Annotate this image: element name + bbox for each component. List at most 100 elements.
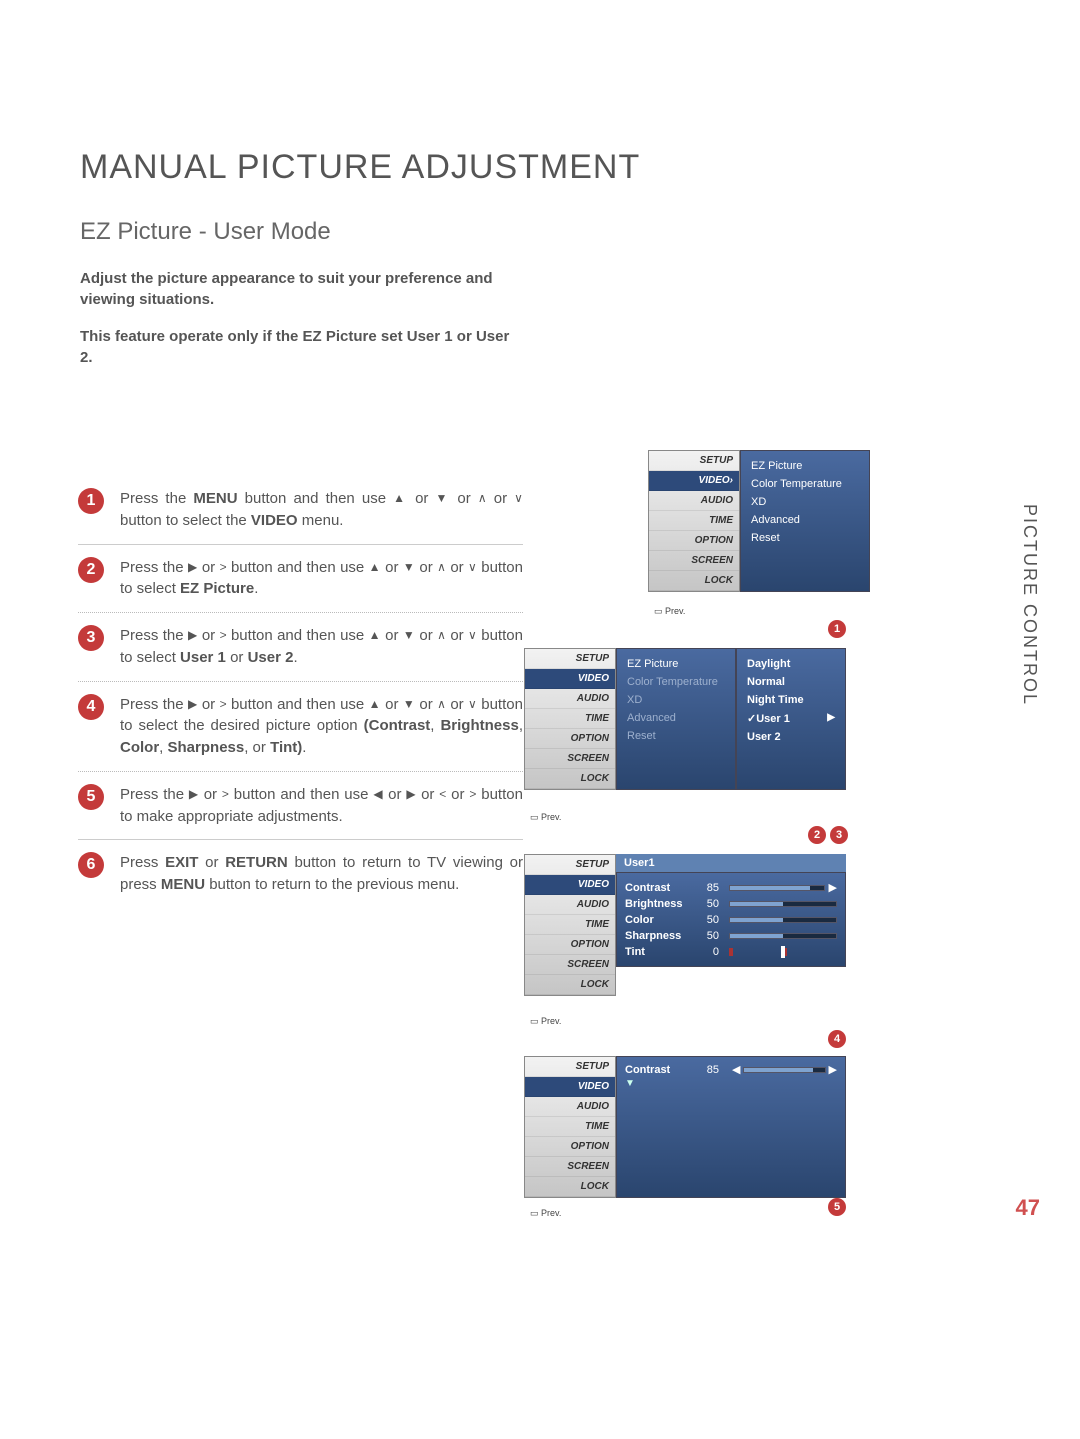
osd-panel: EZ Picture Color Temperature XD Advanced… [740, 450, 870, 592]
osd-menu-3: SETUP VIDEO AUDIO TIME OPTION SCREEN LOC… [524, 854, 846, 996]
osd-sidebar: SETUP VIDEO AUDIO TIME OPTION SCREEN LOC… [524, 854, 616, 996]
step-text: Press the ▶ or > button and then use ▲ o… [120, 694, 523, 759]
slider-value: 50 [695, 930, 719, 942]
slider-row-color: Color 50 [625, 912, 837, 928]
osd-sidebar: SETUP VIDEO › AUDIO TIME OPTION SCREEN L… [648, 450, 740, 592]
slider-value: 50 [695, 898, 719, 910]
step-6: 6 Press EXIT or RETURN button to return … [78, 840, 523, 908]
intro-paragraph-2: This feature operate only if the EZ Pict… [80, 326, 510, 368]
page-number: 47 [1016, 1195, 1040, 1221]
slider-track [729, 933, 837, 939]
slider-row-contrast: Contrast 85 ▶ [625, 879, 837, 896]
slider-label: Tint [625, 946, 695, 958]
osd-sidebar-item-active: VIDEO › [649, 471, 739, 491]
step-5: 5 Press the ▶ or > button and then use ◀… [78, 772, 523, 841]
osd-panel-item: Reset [627, 727, 725, 745]
step-badge: 4 [78, 694, 104, 720]
step-text: Press the ▶ or > button and then use ◀ o… [120, 784, 523, 828]
steps-list: 1 Press the MENU button and then use ▲ o… [78, 476, 523, 908]
osd-sidebar-item: SETUP [649, 451, 739, 471]
osd-panel-item: Advanced [627, 709, 725, 727]
osd-sidebar-item: AUDIO [649, 491, 739, 511]
osd-sidebar-item: TIME [649, 511, 739, 531]
osd-sidebar-item: SCREEN [649, 551, 739, 571]
osd-adjust-panel: User1 Contrast 85 ▶ Brightness 50 Color … [616, 854, 846, 996]
osd-panel-item: XD [627, 691, 725, 709]
callout-circle-4: 4 [828, 1030, 846, 1048]
slider-row-contrast: Contrast 85 ◀ ▶ [625, 1061, 837, 1078]
page-title: MANUAL PICTURE ADJUSTMENT [80, 148, 640, 187]
section-side-label: PICTURE CONTROL [1019, 504, 1040, 706]
osd-panel-item: Reset [751, 529, 859, 547]
slider-value: 50 [695, 914, 719, 926]
intro-paragraph-1: Adjust the picture appearance to suit yo… [80, 268, 510, 310]
osd-subpanel-item: Daylight [747, 655, 835, 673]
osd-sidebar-item: LOCK [525, 769, 615, 789]
chevron-right-icon: ▶ [829, 1063, 837, 1076]
slider-label: Sharpness [625, 930, 695, 942]
step-badge: 6 [78, 852, 104, 878]
osd-sidebar-item-active: VIDEO [525, 875, 615, 895]
step-3: 3 Press the ▶ or > button and then use ▲… [78, 613, 523, 682]
osd-subpanel-item: User 2 [747, 728, 835, 746]
osd-sidebar-item: LOCK [649, 571, 739, 591]
slider-label: Contrast [625, 1064, 695, 1076]
slider-track [743, 1067, 825, 1073]
step-text: Press the MENU button and then use ▲ or … [120, 488, 523, 532]
osd-sidebar-item: SCREEN [525, 1157, 615, 1177]
step-1: 1 Press the MENU button and then use ▲ o… [78, 476, 523, 545]
tint-track [729, 948, 837, 956]
slider-row-sharpness: Sharpness 50 [625, 928, 837, 944]
osd-sidebar-item: SCREEN [525, 955, 615, 975]
osd-sidebar-item: AUDIO [525, 895, 615, 915]
osd-sidebar-item: AUDIO [525, 689, 615, 709]
prev-label: ▭ Prev. [524, 808, 567, 827]
callout-circle-5: 5 [828, 1198, 846, 1216]
osd-subpanel-item: Normal [747, 673, 835, 691]
osd-menu-1: SETUP VIDEO › AUDIO TIME OPTION SCREEN L… [648, 450, 870, 592]
slider-track [729, 885, 825, 891]
slider-label: Brightness [625, 898, 695, 910]
osd-sidebar-item: SCREEN [525, 749, 615, 769]
slider-track [729, 901, 837, 907]
osd-sidebar: SETUP VIDEO AUDIO TIME OPTION SCREEN LOC… [524, 648, 616, 790]
osd-sidebar-item: SETUP [525, 649, 615, 669]
osd-panel-item: Color Temperature [751, 475, 859, 493]
chevron-left-icon: ◀ [732, 1063, 740, 1076]
osd-sidebar: SETUP VIDEO AUDIO TIME OPTION SCREEN LOC… [524, 1056, 616, 1198]
slider-row-brightness: Brightness 50 [625, 896, 837, 912]
slider-label: Color [625, 914, 695, 926]
osd-subpanel-item-selected: ✓User 1▶ [747, 709, 835, 728]
osd-sidebar-item: TIME [525, 1117, 615, 1137]
osd-sidebar-item: SETUP [525, 1057, 615, 1077]
osd-subpanel-item: Night Time [747, 691, 835, 709]
osd-panel-item-active: EZ Picture [627, 655, 725, 673]
slider-value: 85 [695, 882, 719, 894]
slider-value: 0 [695, 946, 719, 958]
osd-panel-item: EZ Picture [751, 457, 859, 475]
osd-sidebar-item: SETUP [525, 855, 615, 875]
osd-sidebar-item: LOCK [525, 1177, 615, 1197]
step-badge: 3 [78, 625, 104, 651]
osd-adjust-single: Contrast 85 ◀ ▶ ▼ [616, 1056, 846, 1198]
osd-sidebar-item: OPTION [525, 1137, 615, 1157]
step-text: Press the ▶ or > button and then use ▲ o… [120, 625, 523, 669]
step-badge: 5 [78, 784, 104, 810]
osd-sidebar-item: TIME [525, 915, 615, 935]
osd-sidebar-item: TIME [525, 709, 615, 729]
osd-sidebar-item: OPTION [525, 729, 615, 749]
prev-label: ▭ Prev. [648, 602, 691, 621]
osd-header: User1 [616, 854, 846, 872]
chevron-right-icon: ▶ [829, 881, 837, 894]
chevron-right-icon: › [730, 475, 733, 486]
callout-circle-3: 3 [830, 826, 848, 844]
osd-sidebar-item-active: VIDEO [525, 1077, 615, 1097]
chevron-down-icon: ▼ [625, 1078, 837, 1089]
subtitle: EZ Picture - User Mode [80, 218, 331, 246]
osd-sidebar-item: OPTION [525, 935, 615, 955]
step-badge: 1 [78, 488, 104, 514]
callout-circle-1: 1 [828, 620, 846, 638]
step-text: Press the ▶ or > button and then use ▲ o… [120, 557, 523, 601]
slider-value: 85 [695, 1064, 719, 1076]
slider-label: Contrast [625, 882, 695, 894]
